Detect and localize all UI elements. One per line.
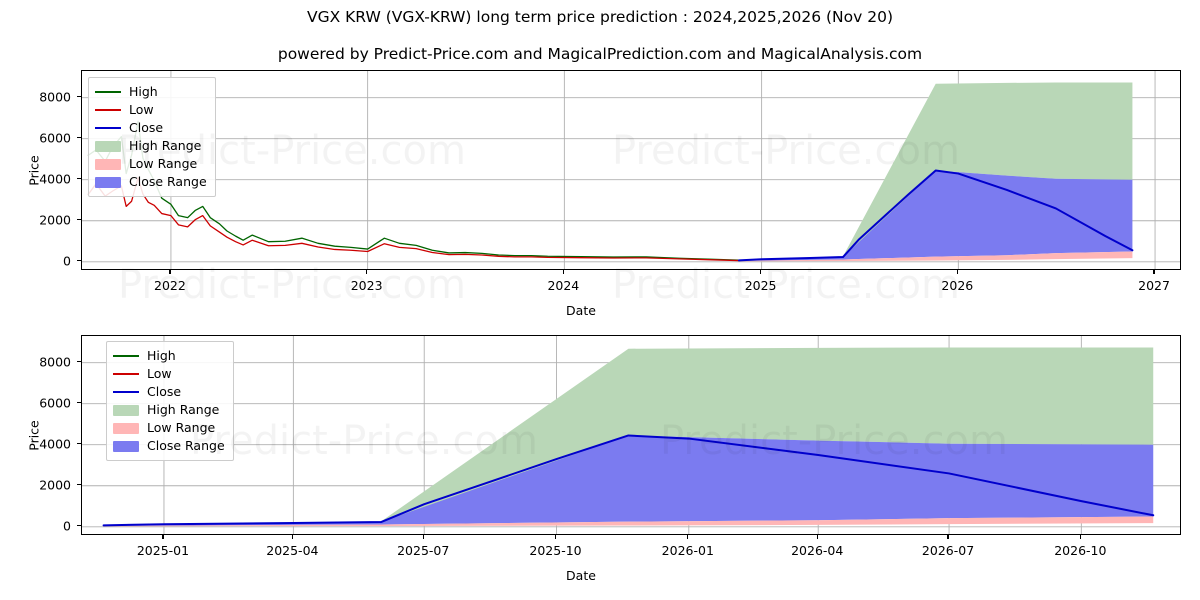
legend-line-swatch bbox=[113, 373, 139, 375]
y-tick-label: 8000 bbox=[39, 354, 71, 370]
x-tick-mark bbox=[291, 535, 293, 539]
legend-item-label: High bbox=[129, 84, 158, 99]
legend-item-label: High bbox=[147, 348, 176, 363]
legend-patch-swatch bbox=[95, 158, 121, 170]
x-tick-mark bbox=[562, 270, 564, 274]
x-tick-label: 2023 bbox=[350, 278, 383, 293]
y-tick-mark bbox=[77, 443, 81, 445]
x-tick-mark bbox=[162, 535, 164, 539]
legend-item-close-range[interactable]: Close Range bbox=[95, 173, 207, 191]
legend-item-label: Close bbox=[147, 384, 182, 399]
legend-item-low-range[interactable]: Low Range bbox=[113, 419, 225, 437]
x-tick-mark bbox=[554, 535, 557, 539]
legend-item-label: Low Range bbox=[147, 420, 216, 435]
legend-item-label: Low bbox=[147, 366, 172, 381]
x-tick-mark bbox=[1079, 535, 1081, 539]
legend-line-swatch bbox=[113, 391, 139, 393]
legend-item-high-range[interactable]: High Range bbox=[113, 401, 225, 419]
x-tick-label: 2026-07 bbox=[921, 543, 975, 558]
x-axis-label-bottom: Date bbox=[566, 568, 596, 583]
x-tick-label: 2027 bbox=[1138, 278, 1170, 293]
legend-patch-swatch bbox=[113, 404, 139, 416]
y-tick-mark bbox=[77, 137, 81, 139]
x-tick-label: 2026-04 bbox=[791, 543, 844, 558]
x-axis-label-top: Date bbox=[566, 303, 596, 318]
y-tick-label: 2000 bbox=[39, 212, 71, 228]
legend-item-label: Close bbox=[129, 120, 164, 135]
chart-panel-bottom bbox=[81, 335, 1181, 535]
legend-item-label: Close Range bbox=[147, 438, 225, 453]
legend-item-label: Low bbox=[129, 102, 154, 117]
legend-item-high[interactable]: High bbox=[113, 347, 225, 365]
y-tick-label: 8000 bbox=[39, 89, 71, 105]
x-tick-label: 2026-10 bbox=[1054, 543, 1107, 558]
legend-item-close-range[interactable]: Close Range bbox=[113, 437, 225, 455]
x-tick-mark bbox=[687, 535, 689, 539]
y-tick-label: 6000 bbox=[39, 130, 71, 146]
y-tick-mark bbox=[77, 96, 81, 98]
legend-item-low-range[interactable]: Low Range bbox=[95, 155, 207, 173]
legend-item-high-range[interactable]: High Range bbox=[95, 137, 207, 155]
y-tick-mark bbox=[77, 361, 81, 363]
legend-item-high[interactable]: High bbox=[95, 83, 207, 101]
legend-patch-swatch bbox=[95, 140, 121, 152]
legend-item-label: Low Range bbox=[129, 156, 198, 171]
y-tick-label: 6000 bbox=[39, 395, 71, 411]
page-subtitle: powered by Predict-Price.com and Magical… bbox=[277, 45, 923, 63]
legend-item-low[interactable]: Low bbox=[95, 101, 207, 119]
y-tick-mark bbox=[77, 260, 81, 262]
legend-top[interactable]: High Low Close High Range Low Range Close Ran… bbox=[88, 77, 216, 197]
y-tick-label: 2000 bbox=[39, 477, 71, 493]
legend-bottom[interactable]: High Low Close High Range Low Range Close Ran… bbox=[106, 341, 234, 461]
legend-patch-swatch bbox=[113, 422, 139, 434]
x-tick-label: 2025-10 bbox=[529, 543, 582, 558]
legend-item-label: High Range bbox=[147, 402, 220, 417]
y-tick-label: 0 bbox=[63, 253, 71, 269]
chart-panel-top bbox=[81, 70, 1181, 270]
x-tick-mark bbox=[366, 270, 368, 274]
x-tick-mark bbox=[956, 270, 958, 274]
y-tick-mark bbox=[77, 525, 81, 527]
x-tick-label: 2025-01 bbox=[136, 543, 190, 558]
legend-item-low[interactable]: Low bbox=[113, 365, 225, 383]
y-tick-mark bbox=[77, 219, 81, 221]
y-tick-mark bbox=[77, 402, 81, 404]
y-tick-mark bbox=[77, 484, 81, 486]
legend-patch-swatch bbox=[95, 176, 121, 188]
legend-item-close[interactable]: Close bbox=[95, 119, 207, 137]
chart-canvas-bottom bbox=[82, 336, 1180, 534]
x-tick-label: 2022 bbox=[154, 278, 186, 293]
x-tick-label: 2024 bbox=[547, 278, 580, 293]
legend-line-swatch bbox=[113, 355, 139, 357]
x-tick-label: 2026 bbox=[941, 278, 974, 293]
x-tick-label: 2025-04 bbox=[266, 543, 319, 558]
legend-line-swatch bbox=[95, 127, 121, 129]
y-tick-mark bbox=[77, 178, 81, 180]
legend-item-label: High Range bbox=[129, 138, 202, 153]
legend-patch-swatch bbox=[113, 440, 139, 452]
y-tick-label: 4000 bbox=[39, 436, 71, 452]
legend-item-close[interactable]: Close bbox=[113, 383, 225, 401]
x-tick-label: 2026-01 bbox=[661, 543, 714, 558]
y-tick-label: 4000 bbox=[39, 171, 71, 187]
x-tick-label: 2025 bbox=[744, 278, 777, 293]
x-tick-mark bbox=[816, 535, 818, 539]
legend-line-swatch bbox=[95, 91, 121, 93]
legend-item-label: Close Range bbox=[129, 174, 207, 189]
x-tick-mark bbox=[1153, 270, 1155, 274]
x-tick-mark bbox=[422, 535, 424, 539]
x-tick-label: 2025-07 bbox=[397, 543, 450, 558]
x-tick-mark bbox=[760, 270, 762, 274]
x-tick-mark bbox=[169, 270, 171, 274]
chart-canvas-top bbox=[82, 71, 1180, 269]
y-tick-label: 0 bbox=[63, 518, 71, 534]
page-title: VGX KRW (VGX-KRW) long term price predic… bbox=[306, 8, 893, 26]
legend-line-swatch bbox=[95, 109, 121, 111]
x-tick-mark bbox=[947, 535, 949, 539]
